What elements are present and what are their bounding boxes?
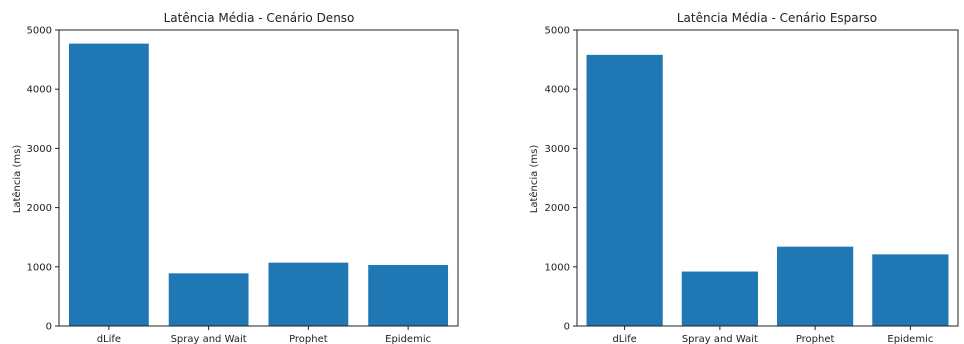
bar-epidemic: [368, 265, 448, 326]
bar-epidemic: [872, 254, 948, 326]
x-tick-label: Prophet: [796, 334, 835, 344]
y-tick-label: 5000: [27, 26, 52, 37]
y-axis-ticks: 0 1000 2000 3000 4000 5000: [27, 26, 59, 333]
y-tick-label: 3000: [27, 144, 52, 155]
x-tick-label: Spray and Wait: [682, 334, 758, 344]
bars: [69, 44, 448, 326]
chart-latency-sparse: Latência Média - Cenário Esparso Latênci…: [528, 11, 958, 344]
bar-spray-and-wait: [169, 273, 249, 326]
x-tick-label: Spray and Wait: [171, 334, 247, 344]
bar-prophet: [777, 247, 853, 326]
bars: [587, 55, 949, 326]
x-axis-tick-labels: dLife Spray and Wait Prophet Epidemic: [612, 326, 933, 344]
x-tick-label: Epidemic: [385, 334, 431, 344]
y-tick-label: 0: [564, 322, 570, 333]
x-tick-label: Prophet: [289, 334, 328, 344]
bar-dlife: [69, 44, 149, 326]
bar-prophet: [268, 263, 348, 326]
chart-latency-dense: Latência Média - Cenário Denso Latência …: [11, 11, 458, 344]
y-tick-label: 2000: [545, 203, 570, 214]
x-tick-label: dLife: [97, 334, 121, 344]
x-tick-label: dLife: [612, 334, 636, 344]
x-axis-tick-labels: dLife Spray and Wait Prophet Epidemic: [97, 326, 431, 344]
y-tick-label: 1000: [545, 262, 570, 273]
x-tick-label: Epidemic: [887, 334, 933, 344]
y-tick-label: 5000: [545, 26, 570, 37]
bar-spray-and-wait: [682, 272, 758, 326]
y-tick-label: 4000: [27, 85, 52, 96]
y-axis-label: Latência (ms): [528, 145, 540, 214]
y-tick-label: 2000: [27, 203, 52, 214]
chart-title: Latência Média - Cenário Esparso: [677, 11, 877, 25]
chart-title: Latência Média - Cenário Denso: [164, 11, 355, 25]
y-tick-label: 3000: [545, 144, 570, 155]
y-axis-ticks: 0 1000 2000 3000 4000 5000: [545, 26, 577, 333]
y-tick-label: 4000: [545, 85, 570, 96]
y-axis-label: Latência (ms): [11, 145, 23, 214]
y-tick-label: 0: [46, 322, 52, 333]
y-tick-label: 1000: [27, 262, 52, 273]
bar-dlife: [587, 55, 663, 326]
